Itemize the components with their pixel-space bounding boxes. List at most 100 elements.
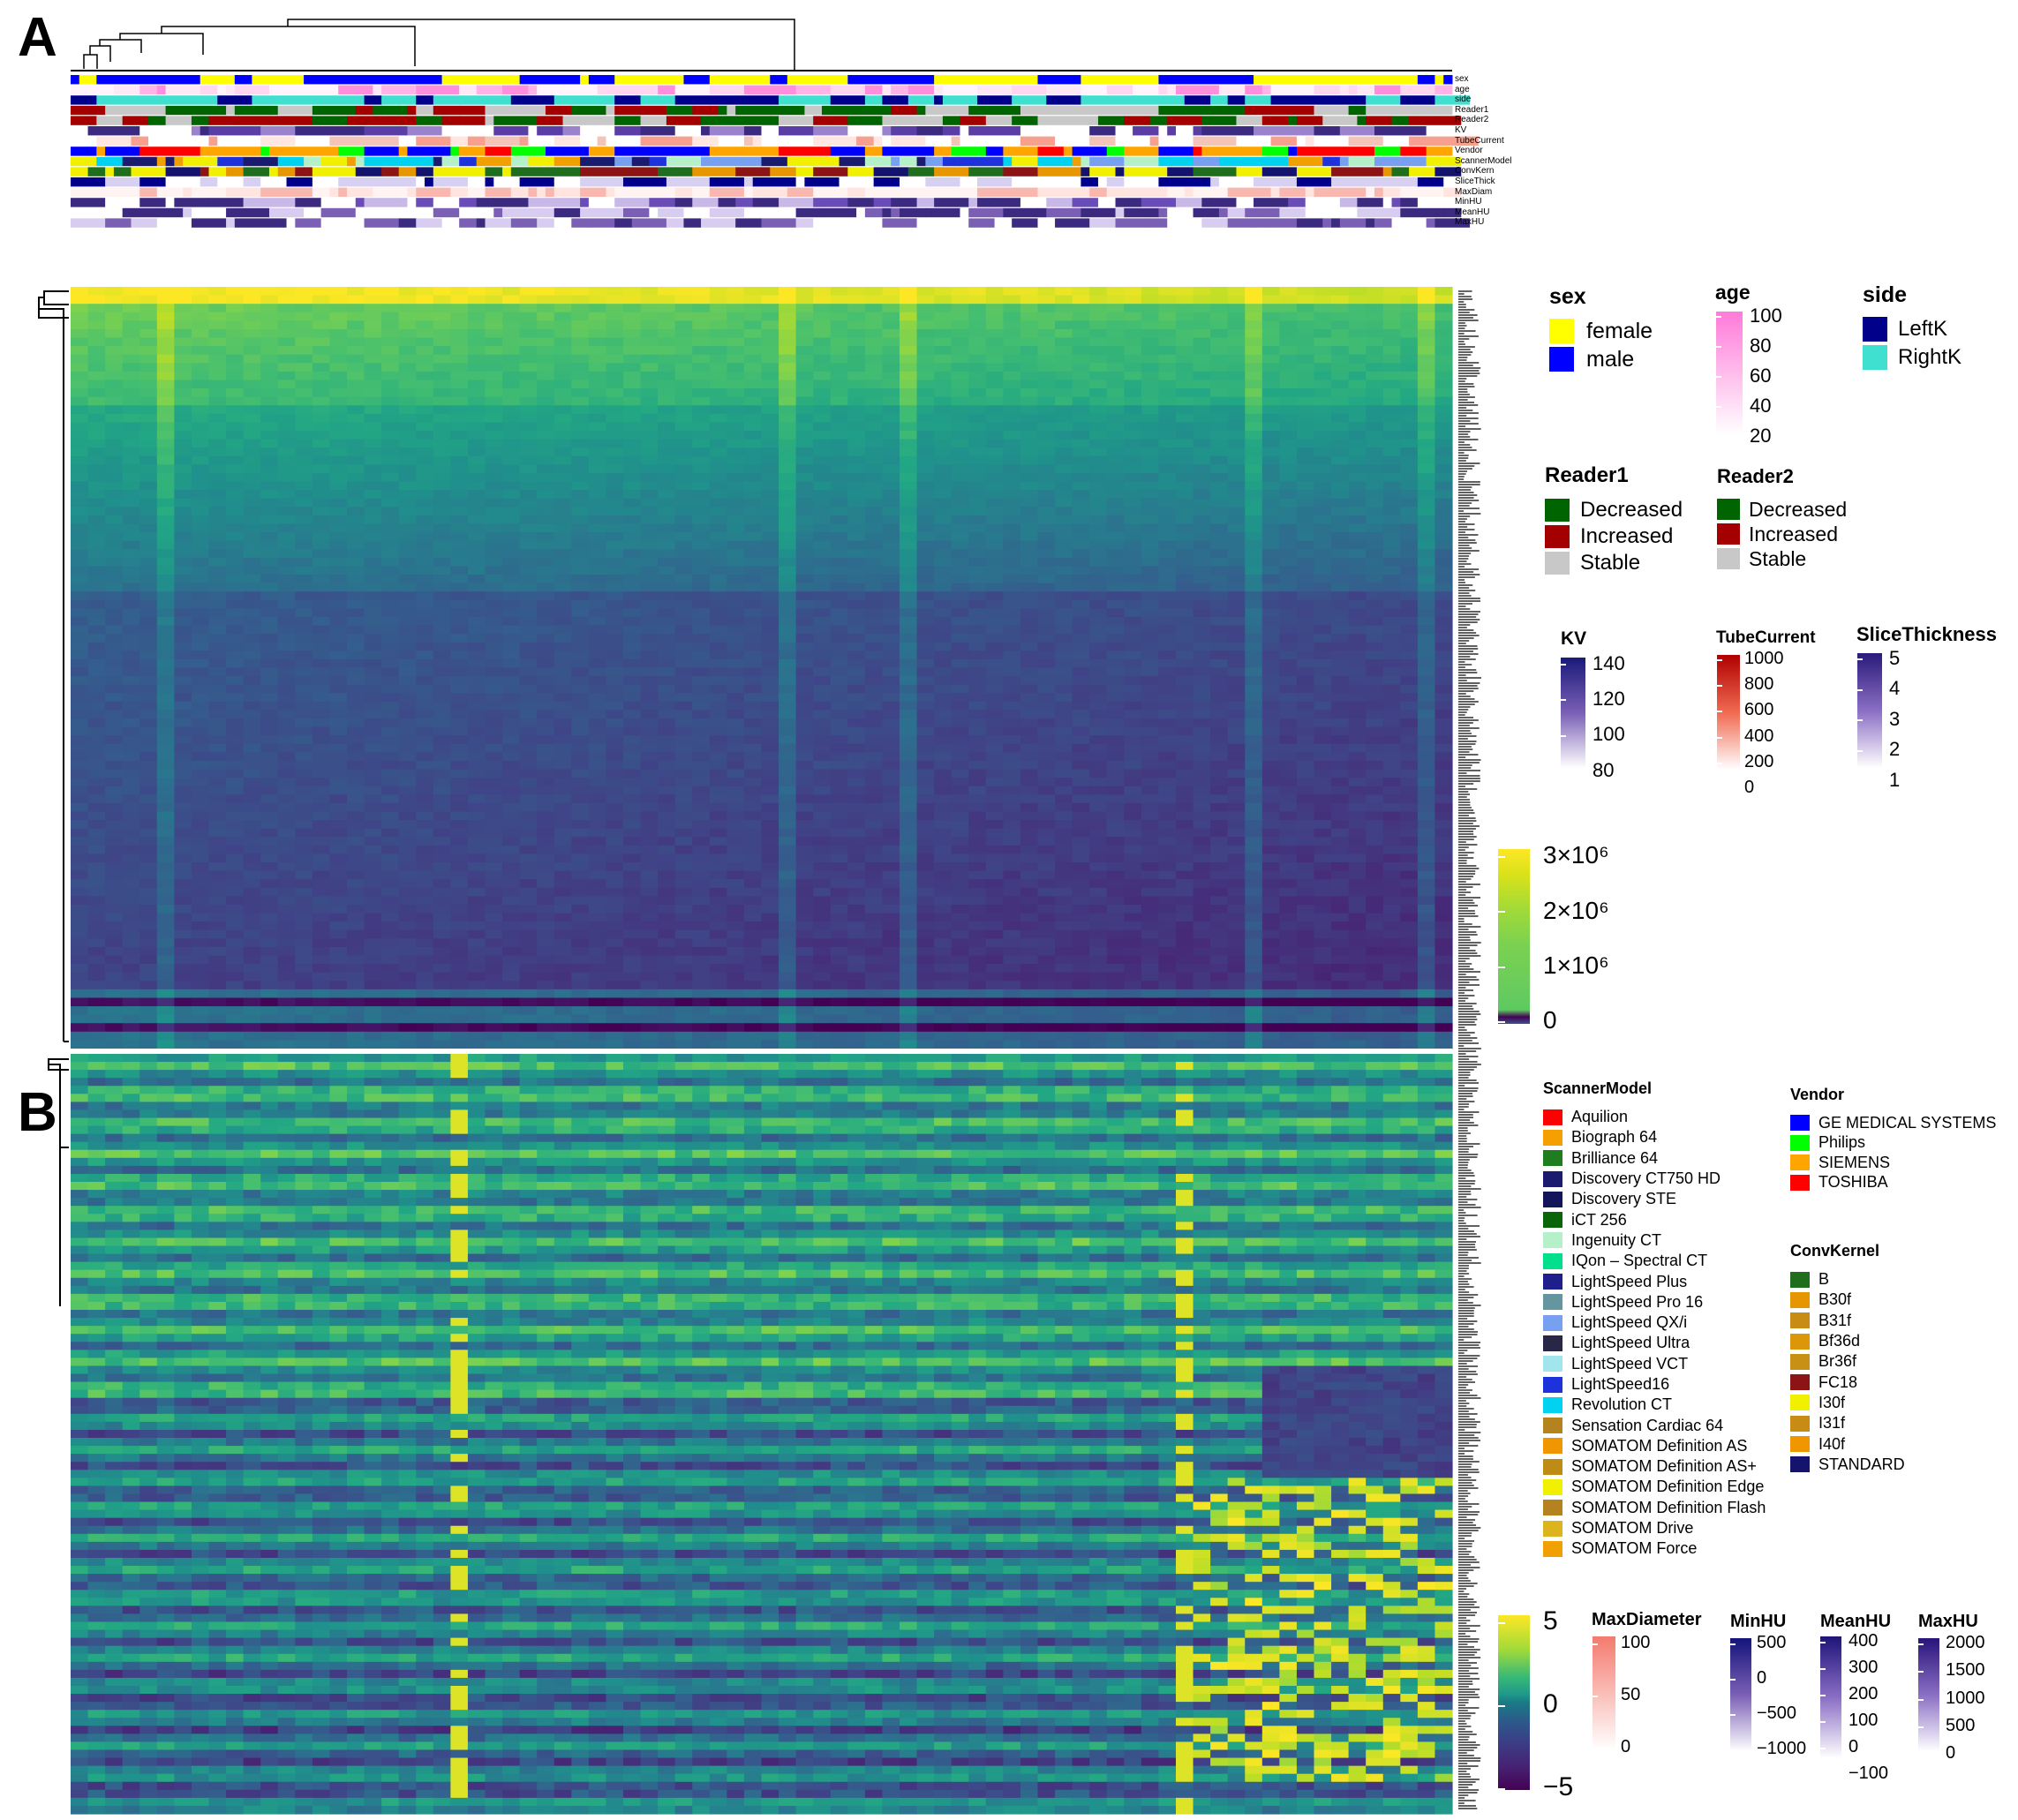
- heatmap-a-cell: [882, 388, 900, 398]
- heatmap-a-cell: [312, 651, 331, 660]
- heatmap-a-cell: [1003, 566, 1021, 575]
- heatmap-a-cell: [1193, 431, 1211, 440]
- heatmap-a-cell: [156, 320, 175, 330]
- annotation-cell: [87, 167, 106, 177]
- heatmap-a-cell: [1037, 363, 1056, 372]
- heatmap-a-cell: [1245, 413, 1263, 424]
- heatmap-a-cell: [347, 523, 365, 533]
- heatmap-a-cell: [743, 616, 763, 627]
- heatmap-a-cell: [1382, 549, 1401, 559]
- heatmap-a-cell: [1417, 337, 1436, 347]
- heatmap-a-cell: [1227, 371, 1246, 381]
- heatmap-a-cell: [1400, 667, 1419, 677]
- heatmap-a-cell: [139, 515, 158, 525]
- heatmap-a-cell: [1106, 566, 1125, 575]
- annotation-cell: [87, 126, 124, 136]
- heatmap-a-cell: [1382, 405, 1401, 415]
- heatmap-a-cell: [830, 642, 848, 651]
- heatmap-a-cell: [1261, 431, 1280, 440]
- heatmap-a-cell: [813, 667, 832, 677]
- heatmap-a-cell: [312, 304, 331, 313]
- heatmap-a-cell: [1434, 328, 1453, 339]
- heatmap-a-cell: [847, 328, 866, 339]
- heatmap-a-cell: [433, 515, 451, 525]
- heatmap-a-cell: [1158, 507, 1177, 516]
- heatmap-a-cell: [1141, 371, 1160, 381]
- heatmap-a-cell: [191, 676, 210, 686]
- heatmap-a-cell: [191, 507, 210, 516]
- heatmap-a-cell: [364, 337, 382, 347]
- heatmap-a-cell: [243, 540, 261, 550]
- heatmap-a-cell: [1072, 523, 1090, 533]
- heatmap-a-cell: [709, 328, 727, 339]
- heatmap-a-cell: [1400, 549, 1419, 559]
- heatmap-a-cell: [433, 532, 451, 542]
- heatmap-a-cell: [433, 693, 451, 703]
- heatmap-a-cell: [347, 634, 365, 643]
- annotation-cell: [398, 105, 408, 116]
- annotation-cell: [416, 136, 425, 146]
- heatmap-a-cell: [1124, 304, 1142, 313]
- annotation-cell: [718, 167, 736, 177]
- heatmap-a-cell: [1210, 693, 1229, 703]
- heatmap-a-cell: [519, 651, 538, 660]
- annotation-cell: [1443, 187, 1462, 197]
- heatmap-a-cell: [381, 575, 400, 584]
- heatmap-a-cell: [485, 549, 503, 559]
- heatmap-a-cell: [398, 354, 417, 364]
- heatmap-a-cell: [450, 320, 469, 330]
- heatmap-a-cell: [485, 464, 503, 474]
- annotation-cell: [934, 198, 969, 207]
- heatmap-a-cell: [847, 532, 866, 542]
- annotation-cell: [510, 147, 546, 156]
- heatmap-a-cell: [623, 320, 642, 330]
- annotation-cell: [614, 156, 624, 167]
- heatmap-a-cell: [1141, 625, 1160, 635]
- heatmap-a-cell: [485, 583, 503, 592]
- heatmap-a-cell: [1227, 575, 1246, 584]
- heatmap-a-cell: [312, 363, 331, 372]
- annotation-cell: [1167, 187, 1186, 197]
- heatmap-a-cell: [1193, 591, 1211, 601]
- heatmap-a-cell: [900, 498, 918, 508]
- heatmap-a-cell: [260, 388, 279, 398]
- heatmap-a-cell: [433, 304, 451, 313]
- heatmap-a-cell: [364, 447, 382, 457]
- annotation-cell: [1193, 147, 1202, 156]
- heatmap-a-cell: [364, 431, 382, 440]
- heatmap-a-cell: [571, 591, 590, 601]
- heatmap-a-cell: [1158, 455, 1177, 465]
- heatmap-a-cell: [658, 455, 676, 465]
- heatmap-a-cell: [900, 515, 918, 525]
- heatmap-a-cell: [1366, 642, 1384, 651]
- heatmap-a-cell: [985, 634, 1004, 643]
- heatmap-a-cell: [1348, 651, 1367, 660]
- annotation-cell: [977, 95, 987, 105]
- heatmap-a-cell: [1020, 523, 1039, 533]
- heatmap-a-cell: [1072, 431, 1090, 440]
- heatmap-a-cell: [537, 447, 555, 457]
- heatmap-a-cell: [1382, 388, 1401, 398]
- heatmap-a-cell: [1382, 642, 1401, 651]
- heatmap-a-cell: [571, 388, 590, 398]
- annotation-cell: [1037, 105, 1073, 116]
- heatmap-a-cell: [571, 380, 590, 389]
- heatmap-a-cell: [1003, 599, 1021, 609]
- heatmap-a-cell: [277, 455, 296, 465]
- annotation-cell: [649, 187, 676, 197]
- heatmap-a-cell: [1003, 396, 1021, 406]
- heatmap-a-cell: [139, 684, 158, 694]
- heatmap-a-cell: [640, 354, 659, 364]
- annotation-cell: [200, 167, 209, 177]
- annotation-cell: [553, 187, 581, 197]
- annotation-cell: [873, 167, 909, 177]
- heatmap-a-cell: [727, 557, 745, 568]
- annotation-cell: [537, 116, 564, 125]
- heatmap-a-cell: [105, 507, 124, 516]
- heatmap-a-cell: [1331, 701, 1350, 711]
- annotation-cell: [882, 218, 918, 228]
- annotation-cell: [1201, 116, 1237, 125]
- heatmap-a-cell: [1141, 634, 1160, 643]
- annotation-cell: [623, 177, 659, 187]
- heatmap-a-cell: [191, 464, 210, 474]
